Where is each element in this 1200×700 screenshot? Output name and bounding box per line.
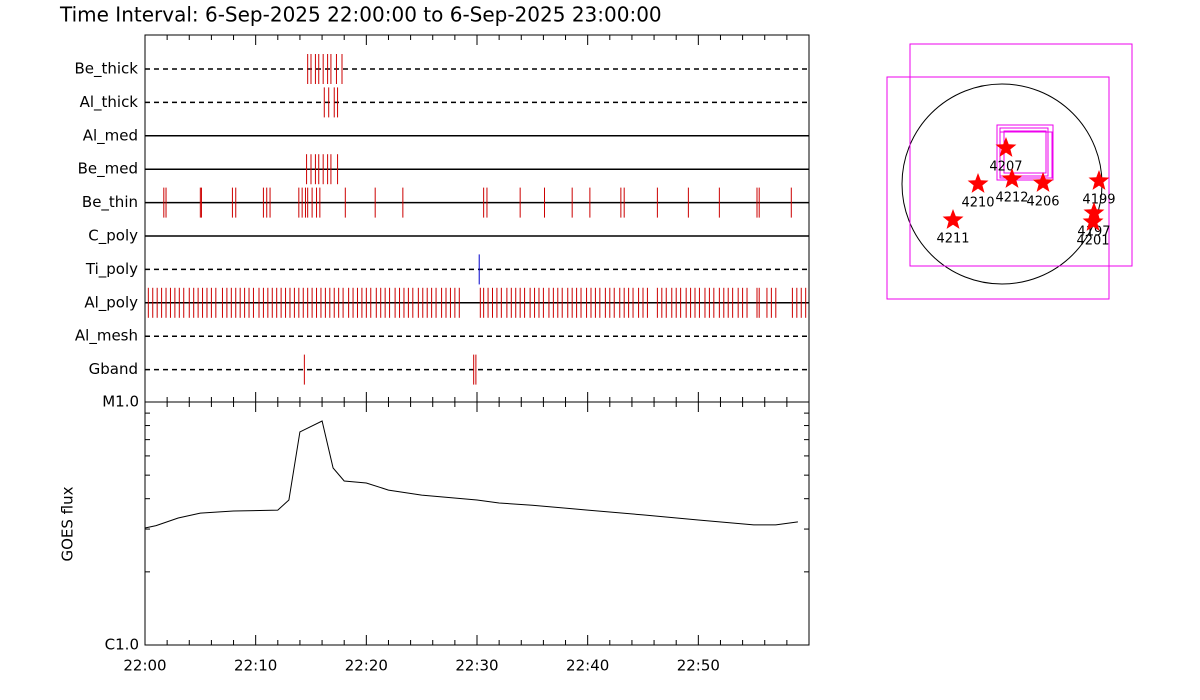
row-label: Be_med <box>78 160 138 179</box>
region-label: 4211 <box>936 232 969 247</box>
region-label: 4207 <box>989 159 1022 174</box>
x-tick-label: 22:10 <box>234 657 277 675</box>
solar-disk <box>901 83 1103 285</box>
goes-line <box>144 420 798 529</box>
fov-box <box>909 43 1133 267</box>
x-tick-label: 22:50 <box>677 657 720 675</box>
region-star <box>995 137 1017 157</box>
row-label: Be_thick <box>74 60 138 79</box>
region-label: 4197 <box>1077 224 1110 239</box>
region-star <box>1088 170 1110 190</box>
row-label: Gband <box>89 360 138 378</box>
x-tick-label: 22:30 <box>455 657 498 675</box>
region-label: 4201 <box>1076 234 1109 249</box>
y-tick-label: C1.0 <box>105 636 139 654</box>
chart-title: Time Interval: 6-Sep-2025 22:00:00 to 6-… <box>59 3 662 27</box>
region-label: 4206 <box>1026 194 1059 209</box>
fov-box <box>886 76 1110 300</box>
y-tick-label: M1.0 <box>102 393 139 411</box>
region-star <box>1082 211 1104 231</box>
row-label: Be_thin <box>82 193 138 212</box>
row-label: C_poly <box>88 227 138 246</box>
x-tick-label: 22:40 <box>566 657 609 675</box>
region-star <box>1032 172 1054 192</box>
goes-frame <box>144 401 810 646</box>
region-label: 4210 <box>961 196 994 211</box>
region-label: 4212 <box>995 191 1028 206</box>
region-star <box>1001 168 1023 188</box>
x-tick-label: 22:20 <box>345 657 388 675</box>
region-label: 4199 <box>1082 192 1115 207</box>
row-label: Al_mesh <box>75 327 138 346</box>
region-star <box>942 209 964 229</box>
y-axis-label: GOES flux <box>59 486 77 561</box>
region-star <box>1083 202 1105 222</box>
row-label: Al_thick <box>80 93 139 112</box>
x-tick-label: 22:00 <box>123 657 166 675</box>
fov-box <box>999 131 1053 179</box>
timeline-frame <box>144 34 810 403</box>
row-label: Al_med <box>83 126 138 145</box>
fov-box <box>996 124 1054 181</box>
row-label: Al_poly <box>84 293 138 312</box>
row-label: Ti_poly <box>85 260 138 279</box>
region-star <box>967 173 989 193</box>
